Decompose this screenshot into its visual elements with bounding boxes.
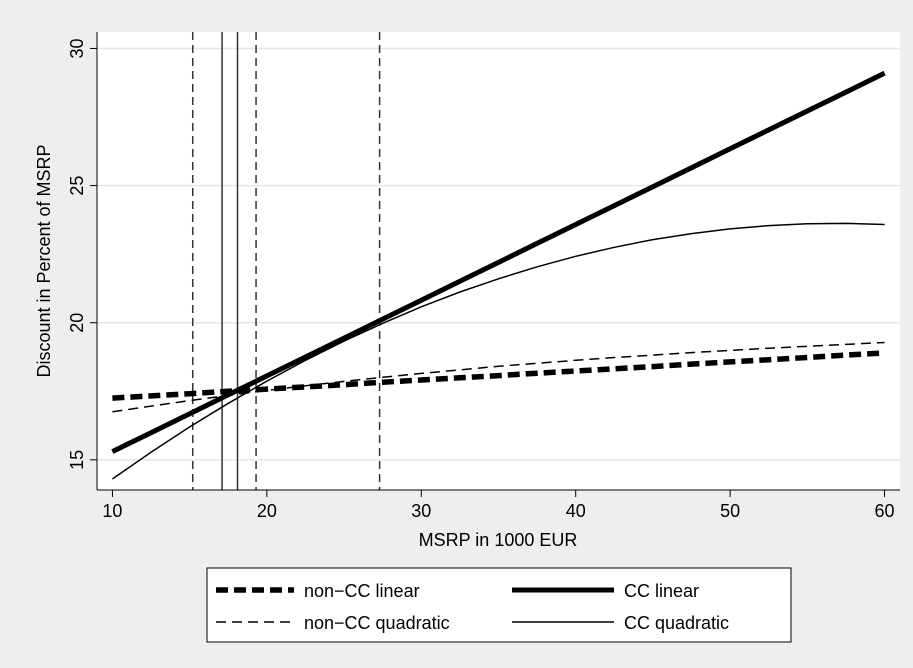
- gridlines: [97, 47, 900, 461]
- series-line: [111, 222, 885, 480]
- y-axis-label: Discount in Percent of MSRP: [34, 144, 54, 377]
- y-ticks: 15 20 25 30: [67, 38, 97, 470]
- x-tick-label: 30: [411, 501, 431, 521]
- y-tick-label: 15: [67, 450, 87, 470]
- y-tick-label: 30: [67, 38, 87, 58]
- series-line: [111, 70, 886, 454]
- y-tick-label: 25: [67, 176, 87, 196]
- y-tick-label: 20: [67, 313, 87, 333]
- x-tick-label: 40: [566, 501, 586, 521]
- x-tick-label: 20: [257, 501, 277, 521]
- reference-lines: [191, 32, 381, 490]
- series-line: [112, 341, 885, 413]
- legend-label: CC linear: [624, 581, 699, 601]
- series-lines: [111, 70, 886, 480]
- x-tick-label: 60: [875, 501, 895, 521]
- legend-box: [206, 567, 792, 643]
- legend-label: non−CC linear: [304, 581, 420, 601]
- x-ticks: 10 20 30 40 50 60: [102, 490, 895, 521]
- x-axis-label: MSRP in 1000 EUR: [419, 530, 578, 550]
- legend-label: non−CC quadratic: [304, 613, 450, 633]
- axes: [96, 32, 900, 491]
- x-tick-label: 10: [102, 501, 122, 521]
- legend-label: CC quadratic: [624, 613, 729, 633]
- x-tick-label: 50: [720, 501, 740, 521]
- legend: non−CC linear CC linear non−CC quadratic CC…: [206, 567, 792, 643]
